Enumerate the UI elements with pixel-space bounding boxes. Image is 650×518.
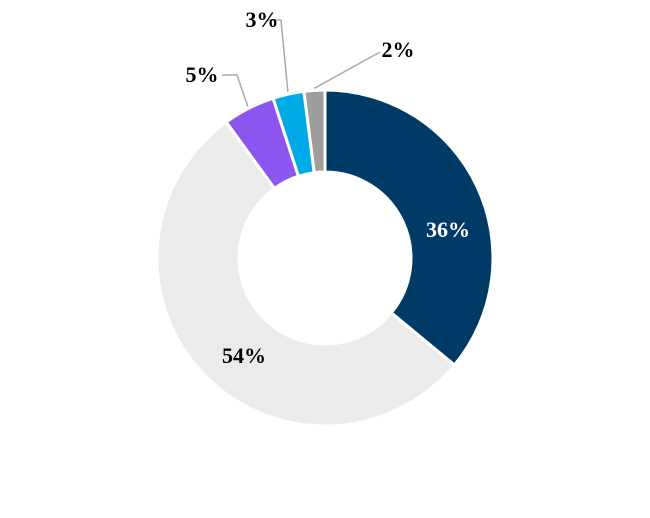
- leader-line: [268, 19, 289, 93]
- leader-line: [222, 74, 249, 107]
- leader-line: [313, 51, 381, 89]
- donut-slice: [323, 88, 495, 368]
- slice-label: 2%: [382, 37, 415, 62]
- slice-label: 3%: [246, 7, 279, 32]
- slice-label: 54%: [222, 343, 266, 368]
- donut-slice: [302, 88, 327, 175]
- slice-label: 36%: [426, 217, 470, 242]
- slice-label: 5%: [186, 62, 219, 87]
- donut-slice: [155, 119, 457, 428]
